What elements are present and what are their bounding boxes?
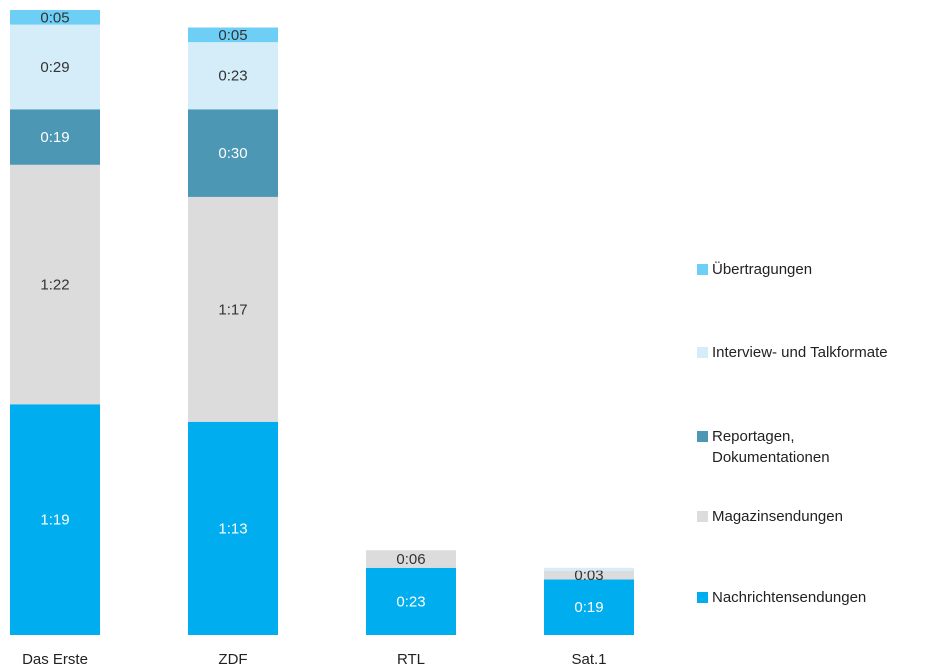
- legend-label: Übertragungen: [712, 261, 813, 278]
- bar-segment: [10, 404, 100, 635]
- legend-swatch: [697, 511, 708, 522]
- value-label: 1:22: [40, 277, 69, 294]
- value-label: 1:19: [40, 512, 69, 529]
- legend-item: Reportagen, Dokumentationen: [697, 426, 830, 468]
- x-tick-label: Sat.1: [571, 651, 606, 668]
- value-label: 0:23: [218, 68, 247, 85]
- value-label: 0:03: [574, 567, 603, 584]
- value-label: 1:13: [218, 520, 247, 537]
- legend-swatch: [697, 592, 708, 603]
- legend-item: Magazinsendungen: [697, 506, 843, 527]
- x-tick-label: Das Erste: [22, 651, 88, 668]
- value-label: 0:19: [574, 599, 603, 616]
- bar-segment: [10, 10, 100, 25]
- bar-segment: [544, 570, 634, 580]
- legend-item: Nachrichtensendungen: [697, 587, 866, 608]
- bar-segment: [544, 579, 634, 635]
- bar-segment: [188, 27, 278, 43]
- bar-segment: [10, 164, 100, 405]
- bar-segment: [188, 109, 278, 197]
- legend-item: Interview- und Talkformate: [697, 342, 888, 363]
- value-label: 0:05: [218, 27, 247, 44]
- value-label: 0:06: [396, 551, 425, 568]
- legend-label: Reportagen, Dokumentationen: [712, 428, 830, 466]
- legend-label: Magazinsendungen: [712, 508, 843, 525]
- bar-segment: [10, 24, 100, 110]
- bar-segment: [10, 109, 100, 165]
- value-label: 0:19: [40, 129, 69, 146]
- bar-segment: [188, 196, 278, 422]
- value-label: 0:23: [396, 593, 425, 610]
- legend-item: Übertragungen: [697, 259, 812, 280]
- legend-swatch: [697, 264, 708, 275]
- value-label: 1:17: [218, 301, 247, 318]
- value-label: 0:30: [218, 145, 247, 162]
- x-tick-label: ZDF: [218, 651, 247, 668]
- bar-segment: [188, 421, 278, 635]
- legend-label: Nachrichtensendungen: [712, 589, 867, 606]
- bar-segment: [366, 550, 456, 568]
- bar-segment: [544, 567, 634, 571]
- legend-swatch: [697, 431, 708, 442]
- value-label: 0:05: [40, 9, 69, 26]
- x-tick-label: RTL: [397, 651, 425, 668]
- bar-segment: [366, 567, 456, 635]
- legend-label: Interview- und Talkformate: [712, 344, 888, 361]
- value-label: 0:29: [40, 59, 69, 76]
- legend-swatch: [697, 347, 708, 358]
- bar-segment: [188, 42, 278, 110]
